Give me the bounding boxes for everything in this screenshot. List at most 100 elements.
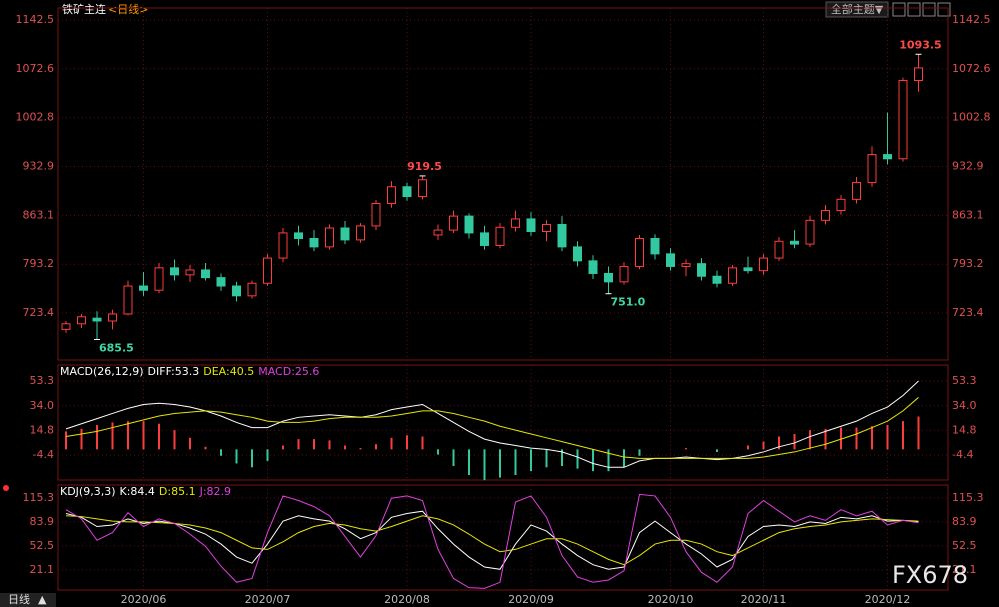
candle-body — [418, 179, 427, 198]
macd-bar — [313, 439, 315, 450]
legend-entry: K:84.4 — [120, 485, 155, 498]
macd-bar — [514, 449, 517, 475]
footer-arrow[interactable]: ▲ — [38, 593, 47, 606]
macd-bar — [220, 449, 222, 456]
x-tick-label: 2020/06 — [121, 593, 167, 606]
candle-body — [325, 227, 334, 248]
legend-entry: KDJ(9,3,3) — [60, 485, 116, 498]
theme-button-label[interactable]: 全部主题▼ — [831, 2, 884, 16]
candle-body — [588, 260, 598, 274]
macd-bar — [375, 444, 377, 450]
footer-period[interactable]: 日线 — [8, 592, 30, 606]
legend-entry: J:82.9 — [199, 485, 231, 498]
y-tick-label: 793.2 — [952, 257, 984, 270]
macd-bar — [793, 433, 796, 450]
panel-border — [57, 364, 949, 481]
macd-bar — [685, 448, 687, 450]
macd-bar — [530, 449, 532, 472]
candle-body — [309, 237, 319, 248]
icon-button[interactable] — [922, 2, 936, 17]
y-tick-label: 34.0 — [30, 399, 55, 412]
candle-body — [216, 277, 226, 287]
period-tab[interactable] — [0, 593, 56, 607]
candle-body — [108, 313, 117, 322]
candle-body — [573, 246, 582, 262]
macd-bar — [437, 449, 439, 455]
y-tick-label: 115.3 — [952, 491, 984, 504]
macd-bar — [468, 449, 470, 475]
candle-body — [77, 316, 86, 325]
icon-button[interactable] — [907, 2, 921, 17]
panel-border — [57, 7, 949, 361]
annotation-label: 751.0 — [611, 296, 646, 309]
annotation-label: 685.5 — [99, 342, 134, 355]
macd-bar — [592, 449, 594, 472]
y-tick-label: 863.1 — [23, 208, 55, 221]
y-tick-label: 52.5 — [30, 539, 55, 552]
macd-bar — [840, 427, 842, 450]
y-tick-label: 34.0 — [952, 399, 977, 412]
y-tick-label: -4.4 — [952, 448, 973, 461]
candle-body — [743, 267, 753, 272]
x-tick-label: 2020/12 — [865, 593, 911, 606]
candle-body — [139, 285, 148, 291]
icon-button[interactable] — [892, 2, 906, 17]
indicator-dot — [3, 485, 9, 491]
candle-body — [759, 257, 768, 272]
macd-bar — [297, 439, 300, 450]
y-tick-label: 932.9 — [23, 160, 55, 173]
period: <日线> — [108, 2, 148, 16]
candle-body — [433, 229, 443, 236]
legend-entry: DEA:40.5 — [203, 365, 254, 378]
candle-body — [604, 272, 613, 283]
y-tick-label: 1142.5 — [952, 13, 991, 26]
candle-body — [278, 232, 288, 259]
macd-bar — [189, 437, 191, 450]
y-tick-label: 863.1 — [952, 208, 984, 221]
indicator-line — [65, 493, 919, 589]
icon-button[interactable] — [937, 2, 951, 17]
y-tick-label: 793.2 — [23, 257, 55, 270]
y-tick-label: 53.3 — [952, 374, 977, 387]
macd-bar — [638, 449, 641, 456]
macd-bar — [406, 435, 408, 450]
indicator-line — [65, 397, 919, 459]
macd-bar — [65, 431, 67, 450]
candle-body — [712, 275, 722, 284]
candle-body — [154, 267, 164, 291]
macd-bar — [235, 449, 238, 464]
y-tick-label: -4.4 — [33, 448, 54, 461]
macd-bar — [344, 445, 346, 450]
watermark: FX678 — [892, 561, 968, 589]
y-tick-label: 21.1 — [30, 563, 55, 576]
candle-body — [371, 203, 381, 227]
macd-bar — [251, 449, 253, 468]
macd-bar — [623, 449, 625, 468]
candle-body — [650, 237, 660, 255]
candle-body — [852, 182, 861, 200]
candle-body — [836, 198, 846, 212]
macd-bar — [607, 449, 610, 472]
macd-bar — [499, 449, 501, 478]
candle-body — [402, 186, 412, 198]
y-tick-label: 1142.5 — [16, 13, 55, 26]
macd-bar — [80, 428, 83, 450]
candle-body — [294, 232, 303, 239]
macd-bar — [421, 436, 424, 450]
y-tick-label: 723.4 — [23, 306, 55, 319]
macd-bar — [778, 436, 780, 450]
candle-body — [185, 269, 195, 276]
macd-bar — [359, 448, 362, 450]
candle-body — [526, 218, 536, 233]
candle-body — [232, 285, 241, 297]
indicator-line — [65, 380, 919, 468]
theme-button[interactable] — [825, 1, 889, 18]
y-tick-label: 83.9 — [952, 515, 977, 528]
macd-bar — [282, 445, 284, 450]
y-tick-label: 53.3 — [30, 374, 55, 387]
candle-body — [635, 237, 644, 267]
symbol: 铁矿主连 — [62, 3, 106, 16]
candle-body — [61, 323, 71, 330]
